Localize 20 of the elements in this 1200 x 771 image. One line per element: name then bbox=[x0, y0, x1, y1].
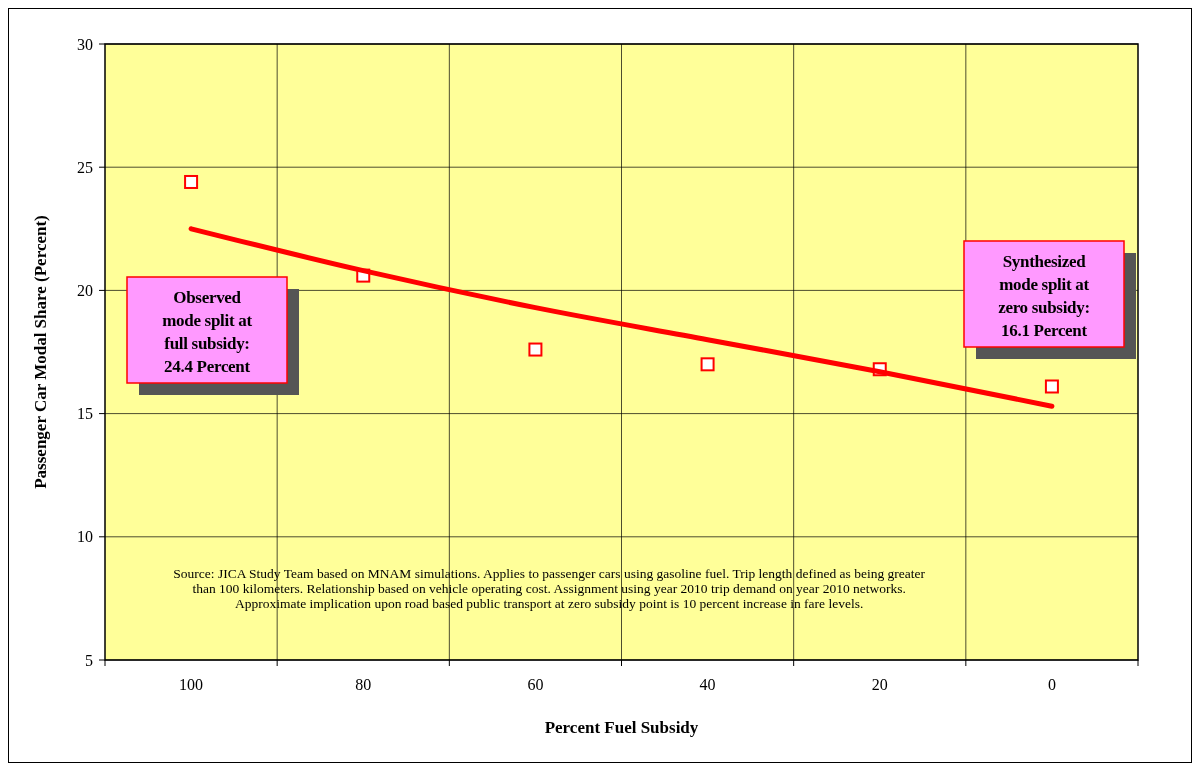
x-axis-title: Percent Fuel Subsidy bbox=[544, 718, 699, 737]
x-tick-label: 20 bbox=[871, 676, 888, 693]
y-axis-title: Passenger Car Modal Share (Percent) bbox=[31, 215, 50, 489]
y-tick-label: 25 bbox=[77, 158, 93, 176]
point bbox=[184, 174, 199, 189]
annotation: Synthesized mode split at zero subsidy: 16.1 Percent bbox=[998, 252, 1090, 340]
point bbox=[700, 357, 715, 372]
point bbox=[528, 342, 543, 357]
x-tick-label: 40 bbox=[699, 676, 716, 693]
y-tick-label: 15 bbox=[77, 405, 93, 423]
x-tick-label: 100 bbox=[179, 676, 204, 693]
y-tick-label: 5 bbox=[85, 651, 93, 669]
annotation: Observed mode split at full subsidy: 24.4 Percent bbox=[162, 288, 253, 376]
point bbox=[1044, 379, 1059, 394]
y-tick-label: 10 bbox=[77, 528, 93, 546]
x-tick-label: 60 bbox=[527, 676, 544, 693]
y-tick-label: 20 bbox=[77, 282, 93, 299]
x-tick-label: 0 bbox=[1047, 676, 1056, 693]
y-tick-label: 30 bbox=[77, 35, 93, 53]
x-tick-label: 80 bbox=[355, 676, 372, 693]
